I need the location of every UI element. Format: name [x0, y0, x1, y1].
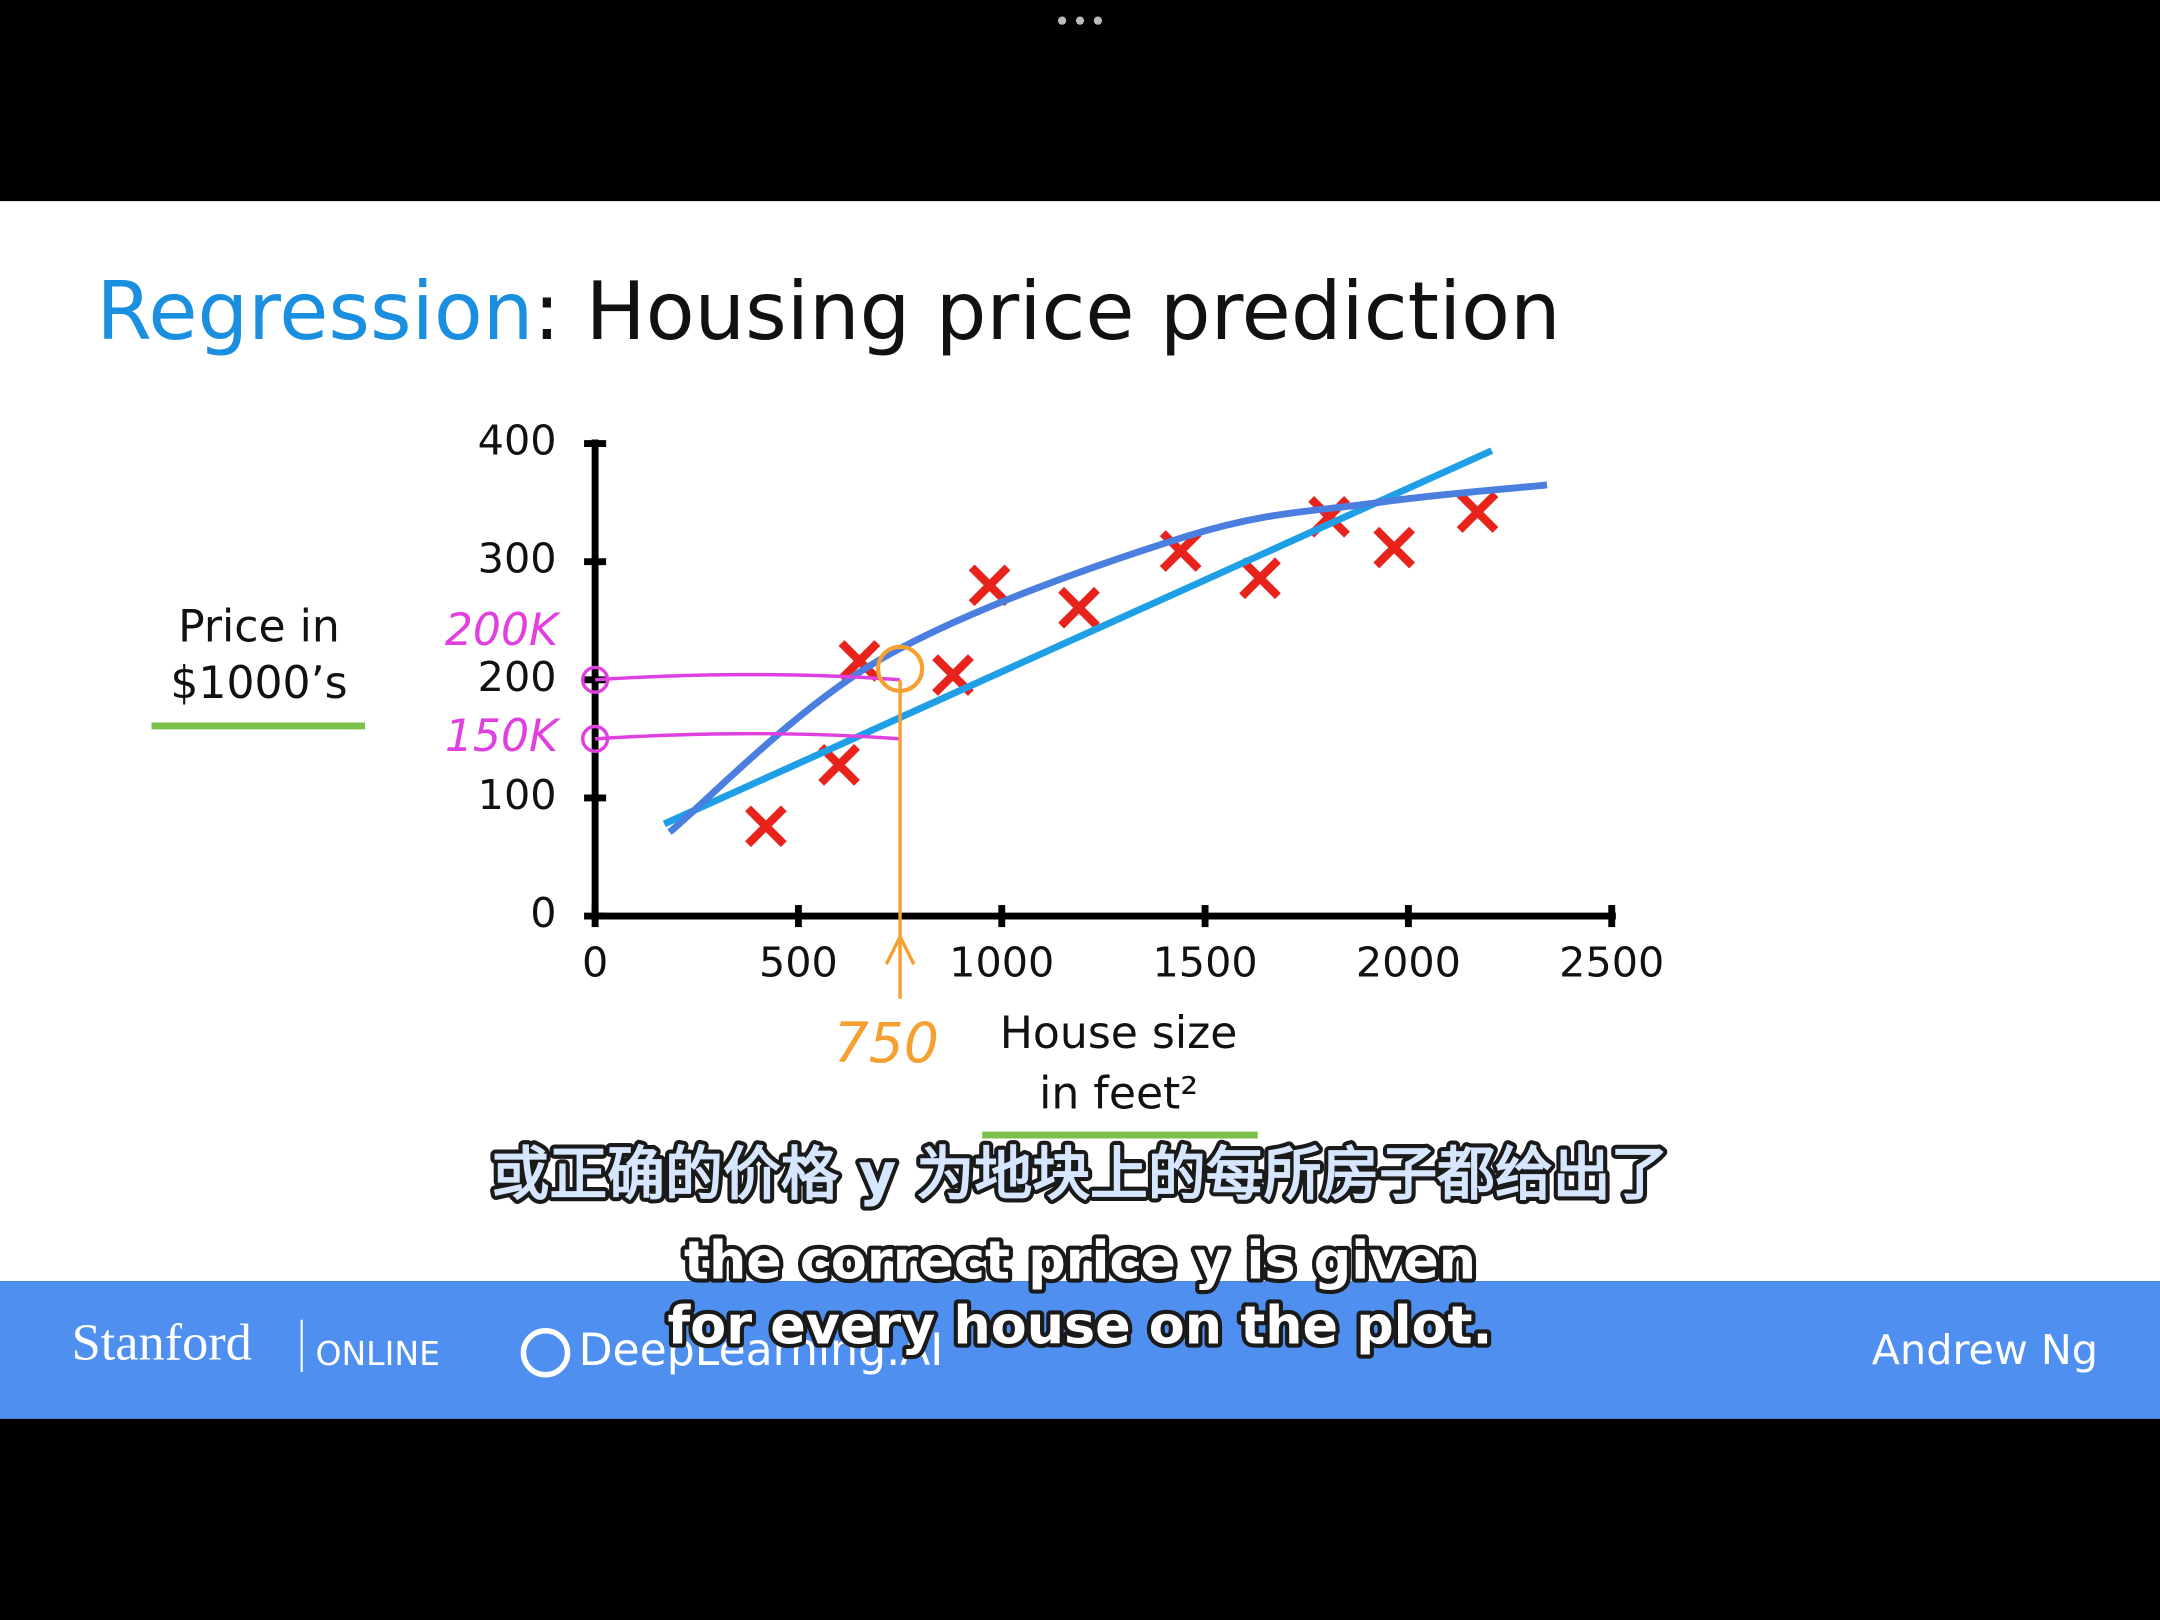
y-axis-label: Price in: [178, 602, 340, 653]
data-point: [745, 805, 787, 848]
annotation-line: [594, 672, 901, 682]
footer-middle: DeepLearning.AI: [579, 1325, 944, 1376]
y-axis-label: $1000’s: [170, 658, 347, 709]
y-tick-label: 0: [530, 889, 556, 937]
footer-right: Andrew Ng: [1872, 1326, 2098, 1374]
x-tick-label: 1000: [949, 939, 1054, 987]
annotation-circle: [875, 644, 925, 693]
fit-line: [667, 481, 1548, 835]
chart: 0 500 1000 1500 2000 2500 0 100 200 300 400 Price i…: [151, 417, 1664, 1139]
x-tick-label: 0: [582, 939, 608, 987]
title-rest: : Housing price prediction: [533, 265, 1560, 358]
x-axis-label: in feet²: [1039, 1069, 1198, 1120]
slide-title: Regression: Housing price prediction: [96, 265, 1560, 358]
x-axis-label: House size: [1000, 1008, 1238, 1059]
subtitle-en: the correct price y is given: [684, 1231, 1476, 1292]
annotation-arrow: [884, 932, 916, 966]
data-point: [1239, 557, 1281, 600]
x-tick-label: 1500: [1153, 939, 1258, 987]
annotation-line: [594, 731, 901, 741]
x-tick-label: 2500: [1559, 939, 1664, 987]
menu-dots[interactable]: [1057, 16, 1103, 25]
annotation-label: 200K: [445, 605, 561, 656]
annotation-label: 150K: [445, 711, 561, 762]
x-tick-label: 500: [759, 939, 838, 987]
annotation-label: 750: [834, 1011, 939, 1075]
footer-bar: [0, 1281, 2160, 1419]
data-point: [838, 640, 881, 682]
data-point: [1058, 586, 1100, 629]
y-tick-label: 400: [478, 417, 557, 465]
y-tick-label: 100: [478, 771, 557, 819]
annotation-circle: [580, 724, 610, 754]
data-point: [1373, 526, 1416, 569]
subtitle-zh: 或正确的价格 y 为地块上的每所房子都给出了: [491, 1140, 1668, 1208]
footer-left: Stanford: [72, 1313, 252, 1371]
x-tick-label: 2000: [1356, 939, 1461, 987]
annotation-circle: [580, 665, 610, 694]
data-point: [968, 564, 1011, 607]
fit-line: [662, 447, 1494, 828]
slide: [0, 201, 2160, 1282]
footer-left-small: ONLINE: [315, 1334, 440, 1373]
y-tick-label: 200: [478, 653, 557, 701]
y-tick-label: 300: [478, 535, 557, 583]
data-point: [1456, 491, 1499, 533]
title-highlight: Regression: [96, 265, 533, 358]
subtitle-en: for every house on the plot.: [668, 1295, 1493, 1356]
footer-logo: [520, 1327, 571, 1378]
